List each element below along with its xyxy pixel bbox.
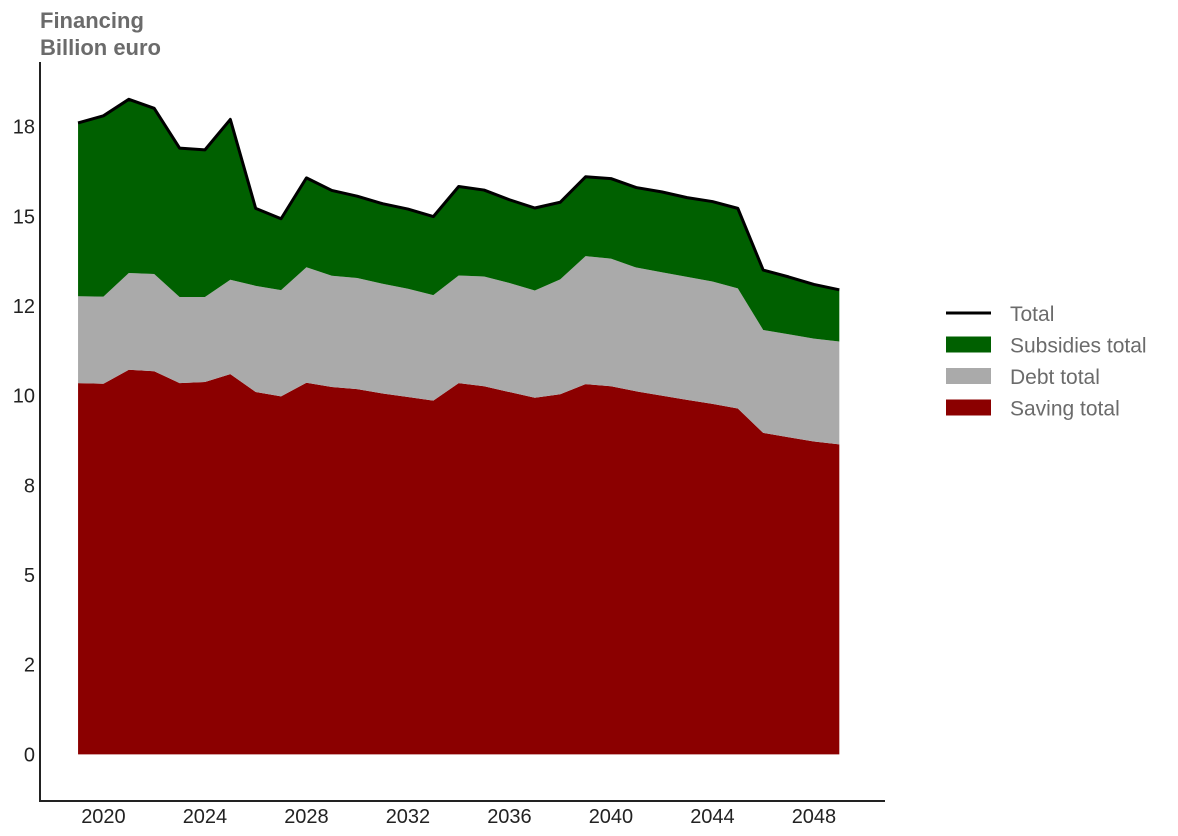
legend: Total Subsidies total Debt total Saving tot… bbox=[946, 303, 1147, 421]
x-tick-label: 2032 bbox=[386, 806, 431, 828]
x-tick-label: 2044 bbox=[690, 806, 735, 828]
y-tick-label: 12 bbox=[13, 296, 35, 318]
y-tick-label: 15 bbox=[13, 206, 35, 228]
y-tick-label: 5 bbox=[24, 565, 35, 587]
x-tick-label: 2048 bbox=[792, 806, 837, 828]
area-series-subsidies-total bbox=[78, 99, 840, 342]
chart-title-line-1: Financing bbox=[40, 8, 144, 33]
x-tick-label: 2024 bbox=[183, 806, 228, 828]
legend-swatch-saving-total bbox=[946, 399, 991, 416]
x-tick-label: 2020 bbox=[81, 806, 126, 828]
area-series-saving-total bbox=[78, 369, 840, 755]
x-tick-label: 2036 bbox=[487, 806, 532, 828]
legend-label-saving-total: Saving total bbox=[1010, 398, 1120, 421]
y-tick-labels: 0 2 5 8 10 12 15 18 bbox=[13, 117, 35, 767]
total-line bbox=[77, 97, 840, 292]
legend-label-total: Total bbox=[1010, 303, 1054, 326]
y-tick-label: 0 bbox=[24, 744, 35, 766]
legend-label-debt-total: Debt total bbox=[1010, 366, 1100, 389]
chart-title-line-2: Billion euro bbox=[40, 35, 161, 60]
y-tick-label: 8 bbox=[24, 475, 35, 497]
area-series-debt-total bbox=[78, 256, 840, 445]
total-line-layer bbox=[77, 97, 840, 292]
y-tick-label: 18 bbox=[13, 117, 35, 139]
x-tick-labels: 2020 2024 2028 2032 2036 2040 2044 2048 bbox=[81, 806, 836, 828]
y-tick-label: 2 bbox=[24, 655, 35, 677]
x-tick-label: 2028 bbox=[284, 806, 329, 828]
y-tick-label: 10 bbox=[13, 386, 35, 408]
legend-swatch-subsidies-total bbox=[946, 336, 991, 353]
legend-label-subsidies-total: Subsidies total bbox=[1010, 335, 1147, 358]
stacked-area-layer bbox=[78, 99, 840, 755]
legend-swatch-debt-total bbox=[946, 368, 991, 384]
x-tick-label: 2040 bbox=[589, 806, 634, 828]
